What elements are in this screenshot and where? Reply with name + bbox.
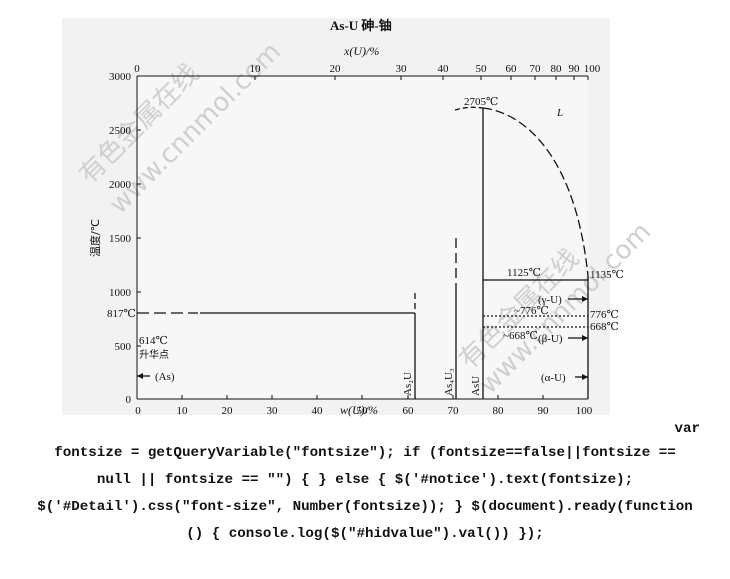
element-left-label: As bbox=[136, 419, 148, 420]
liquidus-right-dashed bbox=[482, 107, 589, 277]
y-tick-label: 1000 bbox=[109, 287, 132, 299]
as-phase-label: (As) bbox=[155, 371, 175, 383]
as2u-label: As₂U bbox=[402, 372, 414, 396]
liquidus-left-dashed bbox=[454, 106, 484, 111]
y-tick-label: 1500 bbox=[109, 233, 132, 245]
bottom-tick-label: 60 bbox=[403, 405, 415, 417]
top-tick-label: 60 bbox=[506, 63, 518, 75]
phase-lines bbox=[137, 106, 589, 399]
plot-area bbox=[137, 76, 588, 399]
temp-1135-label: 1135℃ bbox=[590, 269, 624, 281]
beta-u-label: (β-U) bbox=[538, 333, 563, 345]
top-tick-labels: 0 10 20 30 40 50 60 70 80 90 100 bbox=[134, 63, 601, 75]
bottom-axis-label: w(U)/% bbox=[340, 403, 378, 417]
temp-776-right-label: 776℃ bbox=[590, 309, 619, 321]
temp-776-inner-label: ~776℃ bbox=[514, 305, 549, 317]
top-tick-label: 50 bbox=[476, 63, 488, 75]
bottom-tick-label: 100 bbox=[576, 405, 593, 417]
code-text: var fontsize = getQueryVariable("fontsiz… bbox=[0, 418, 730, 548]
bottom-tick-label: 90 bbox=[538, 405, 550, 417]
code-line-2: fontsize = getQueryVariable("fontsize");… bbox=[54, 445, 676, 461]
melt-temp-label: 2705℃ bbox=[464, 96, 498, 108]
code-line-4: $('#Detail').css("font-size", Number(fon… bbox=[37, 499, 693, 515]
gamma-u-label: (γ-U) bbox=[538, 294, 562, 306]
bottom-tick-label: 40 bbox=[312, 405, 324, 417]
top-tick-label: 30 bbox=[396, 63, 408, 75]
gamma-arrow-head bbox=[582, 296, 588, 302]
top-tick-label: 90 bbox=[569, 63, 581, 75]
beta-arrow-head bbox=[582, 335, 588, 341]
bottom-tick-labels: 0 10 20 30 40 50 60 70 80 90 100 bbox=[135, 405, 593, 417]
top-tick-label: 80 bbox=[551, 63, 563, 75]
temp-614-label: 614℃ bbox=[139, 335, 168, 347]
phase-diagram: 有色金属在线 www.cnnmol.com 有色金属在线 www.cnnmol.… bbox=[62, 18, 657, 420]
top-ticks bbox=[136, 76, 589, 80]
y-tick-labels: 3000 2500 2000 1500 1000 500 0 bbox=[109, 71, 132, 406]
temp-668-inner-label: ~668℃ bbox=[503, 330, 538, 342]
y-tick-label: 0 bbox=[126, 394, 132, 406]
y-tick-label: 3000 bbox=[109, 71, 132, 83]
top-tick-label: 10 bbox=[250, 63, 262, 75]
y-tick-label: 500 bbox=[115, 341, 132, 353]
top-tick-label: 40 bbox=[438, 63, 450, 75]
code-line-3: null || fontsize == "") { } else { $('#n… bbox=[96, 472, 634, 488]
y-ticks bbox=[137, 75, 141, 347]
diagram-title: As-U 砷-铀 bbox=[330, 18, 392, 33]
temp-668-right-label: 668℃ bbox=[590, 321, 619, 333]
temp-1125-label: 1125℃ bbox=[507, 267, 541, 279]
liquid-label: L bbox=[556, 107, 563, 119]
alpha-u-label: (α-U) bbox=[541, 372, 566, 384]
bottom-tick-label: 50 bbox=[357, 405, 369, 417]
bottom-tick-label: 30 bbox=[267, 405, 279, 417]
arrow-heads bbox=[137, 296, 588, 380]
top-axis-label: x(U)/% bbox=[343, 44, 379, 58]
bottom-tick-label: 0 bbox=[135, 405, 141, 417]
top-tick-label: 70 bbox=[530, 63, 542, 75]
temp-817-label: 817℃ bbox=[107, 308, 136, 320]
alpha-arrow-head bbox=[582, 374, 588, 380]
bottom-tick-label: 70 bbox=[448, 405, 460, 417]
bottom-tick-label: 10 bbox=[177, 405, 189, 417]
y-tick-label: 2500 bbox=[109, 125, 132, 137]
annotations: L 2705℃ 1125℃ 1135℃ 817℃ 614℃ 升华点 (As) ~… bbox=[107, 96, 624, 396]
as-arrow-head bbox=[137, 373, 143, 379]
asu-label: AsU bbox=[470, 376, 482, 396]
code-line-1: var bbox=[674, 421, 700, 437]
top-tick-label: 20 bbox=[330, 63, 342, 75]
y-axis-label: 温度/℃ bbox=[88, 219, 102, 257]
as4u3-label: As₄U₃ bbox=[443, 368, 455, 396]
element-right-label: U bbox=[584, 419, 592, 420]
bottom-tick-label: 80 bbox=[493, 405, 505, 417]
y-tick-label: 2000 bbox=[109, 179, 132, 191]
bottom-tick-label: 20 bbox=[222, 405, 234, 417]
top-tick-label: 0 bbox=[134, 63, 140, 75]
top-tick-label: 100 bbox=[584, 63, 601, 75]
sublimation-label: 升华点 bbox=[139, 348, 169, 361]
code-line-5: () { console.log($("#hidvalue").val()) }… bbox=[186, 526, 544, 542]
